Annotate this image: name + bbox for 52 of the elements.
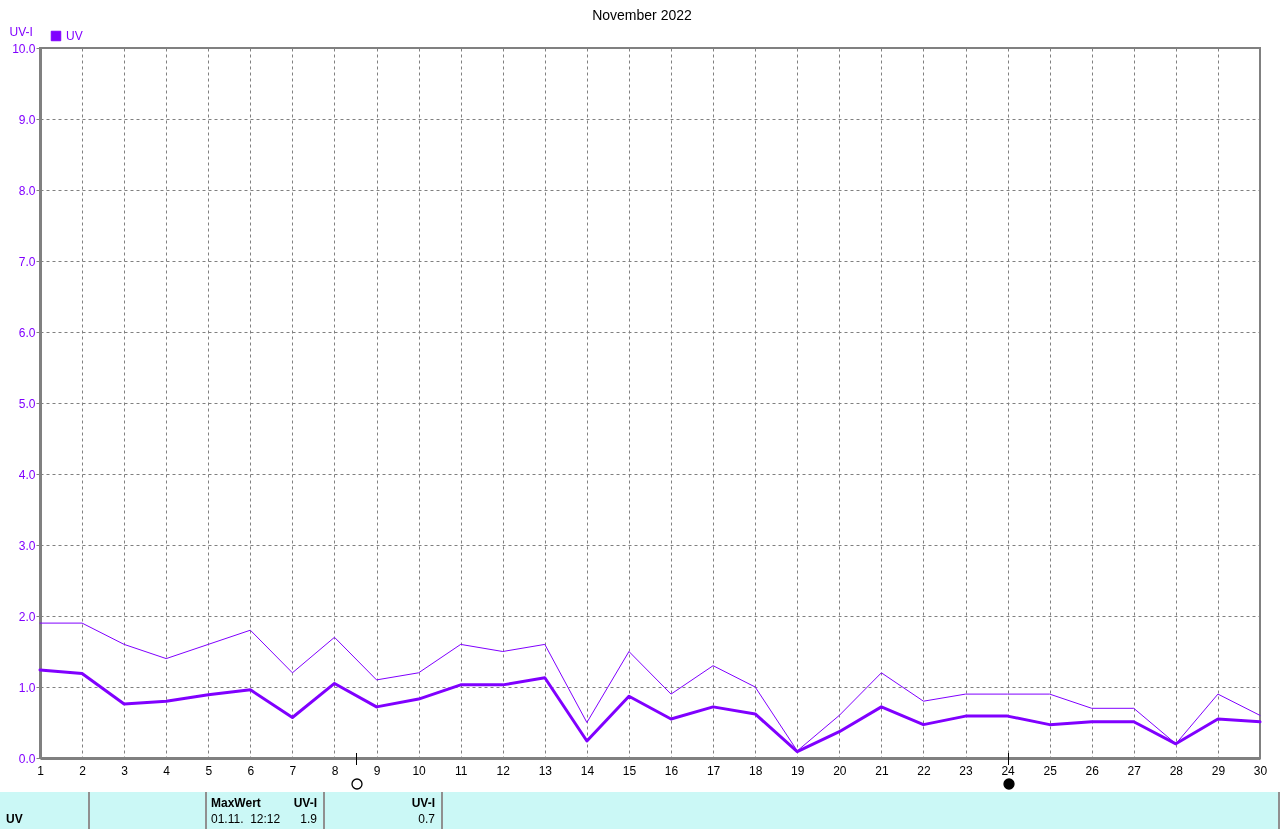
y-tick-label: 2.0 bbox=[18, 609, 36, 624]
x-tick-label: 15 bbox=[622, 763, 637, 778]
text: 1.9 bbox=[300, 812, 317, 826]
x-tick-label: 18 bbox=[748, 763, 763, 778]
x-tick-label: 9 bbox=[373, 763, 381, 778]
text: 01.11. 12:12 bbox=[211, 812, 281, 826]
x-tick-label: 11 bbox=[454, 763, 468, 778]
text: 0.7 bbox=[418, 812, 435, 826]
y-tick-label: 0.0 bbox=[18, 751, 36, 766]
x-tick-label: 4 bbox=[163, 763, 171, 778]
x-tick-label: 30 bbox=[1253, 763, 1268, 778]
y-axis-title: UV-I bbox=[9, 24, 33, 39]
x-tick-label: 6 bbox=[247, 763, 255, 778]
x-tick-label: 29 bbox=[1211, 763, 1226, 778]
x-tick-label: 10 bbox=[412, 763, 427, 778]
x-tick-label: 5 bbox=[205, 763, 213, 778]
x-tick-label: 7 bbox=[289, 763, 297, 778]
x-tick-label: 21 bbox=[875, 763, 889, 778]
y-tick-label: 10.0 bbox=[12, 41, 36, 56]
x-tick-label: 22 bbox=[917, 763, 931, 778]
x-tick-label: 16 bbox=[664, 763, 679, 778]
x-tick-label: 8 bbox=[331, 763, 339, 778]
text: UV bbox=[6, 812, 23, 826]
x-tick-label: 14 bbox=[580, 763, 595, 778]
x-tick-label: 2 bbox=[79, 763, 87, 778]
x-tick-label: 23 bbox=[959, 763, 974, 778]
x-tick-label: 12 bbox=[496, 763, 511, 778]
y-tick-label: 9.0 bbox=[18, 112, 36, 127]
text: UV-I bbox=[293, 796, 317, 810]
x-tick-label: 27 bbox=[1127, 763, 1142, 778]
legend-label: UV bbox=[66, 29, 83, 43]
x-tick-label: 28 bbox=[1169, 763, 1184, 778]
y-tick-label: 1.0 bbox=[18, 680, 36, 695]
x-tick-label: 17 bbox=[706, 763, 721, 778]
chart-title: November 2022 bbox=[592, 7, 692, 23]
x-tick-label: 26 bbox=[1085, 763, 1100, 778]
text: UV-I bbox=[411, 796, 435, 810]
y-tick-label: 4.0 bbox=[18, 467, 36, 482]
y-tick-label: 3.0 bbox=[18, 538, 36, 553]
x-tick-label: 1 bbox=[37, 763, 45, 778]
x-tick-label: 19 bbox=[791, 763, 805, 778]
text: MaxWert bbox=[211, 796, 261, 810]
line-series bbox=[39, 622, 1261, 752]
x-tick-label: 13 bbox=[538, 763, 553, 778]
x-tick-label: 20 bbox=[833, 763, 847, 778]
x-tick-label: 3 bbox=[121, 763, 129, 778]
x-tick-label: 24 bbox=[1001, 763, 1016, 778]
y-tick-label: 6.0 bbox=[18, 325, 36, 340]
x-tick-label: 25 bbox=[1043, 763, 1058, 778]
y-tick-label: 5.0 bbox=[18, 396, 36, 411]
y-tick-label: 7.0 bbox=[18, 254, 36, 269]
y-tick-label: 8.0 bbox=[18, 183, 36, 198]
